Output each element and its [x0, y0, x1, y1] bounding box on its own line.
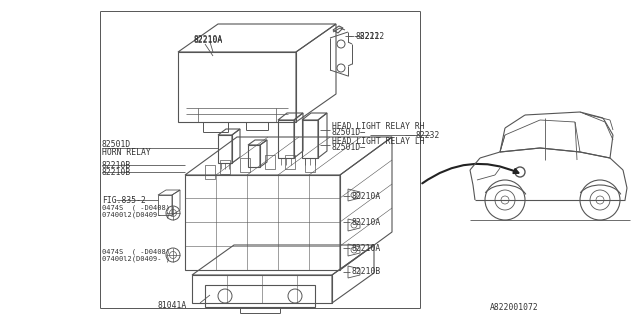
- Text: 0474S  ( -D0408): 0474S ( -D0408): [102, 249, 170, 255]
- Text: FIG.835-2: FIG.835-2: [102, 196, 146, 204]
- Text: 82210B: 82210B: [102, 167, 131, 177]
- Text: 82210A: 82210A: [352, 218, 381, 227]
- Text: 82212: 82212: [356, 31, 380, 41]
- Text: 82210B: 82210B: [102, 161, 131, 170]
- Text: 82210A: 82210A: [193, 36, 222, 44]
- Text: A822001072: A822001072: [490, 303, 539, 313]
- Text: 82210A: 82210A: [352, 191, 381, 201]
- Text: 0474S  ( -D0408): 0474S ( -D0408): [102, 205, 170, 211]
- Text: HEAD LIGHT RELAY RH: HEAD LIGHT RELAY RH: [332, 122, 424, 131]
- Text: HORN RELAY: HORN RELAY: [102, 148, 151, 156]
- Text: 82232: 82232: [416, 131, 440, 140]
- FancyArrowPatch shape: [422, 164, 518, 183]
- Text: 82501D: 82501D: [102, 140, 131, 148]
- Text: 82210A: 82210A: [352, 244, 381, 252]
- Text: 81041A: 81041A: [158, 300, 188, 309]
- Text: 07400l2(D0409- ): 07400l2(D0409- ): [102, 256, 170, 262]
- Text: 82501D—: 82501D—: [332, 142, 366, 151]
- Text: —82212: —82212: [355, 31, 384, 41]
- Text: HEAD LIGHT RELAY LH: HEAD LIGHT RELAY LH: [332, 137, 424, 146]
- Text: 82210A: 82210A: [193, 35, 222, 44]
- Text: 82210B: 82210B: [352, 268, 381, 276]
- Text: 82501D—: 82501D—: [332, 127, 366, 137]
- Text: 07400l2(D0409- ): 07400l2(D0409- ): [102, 212, 170, 218]
